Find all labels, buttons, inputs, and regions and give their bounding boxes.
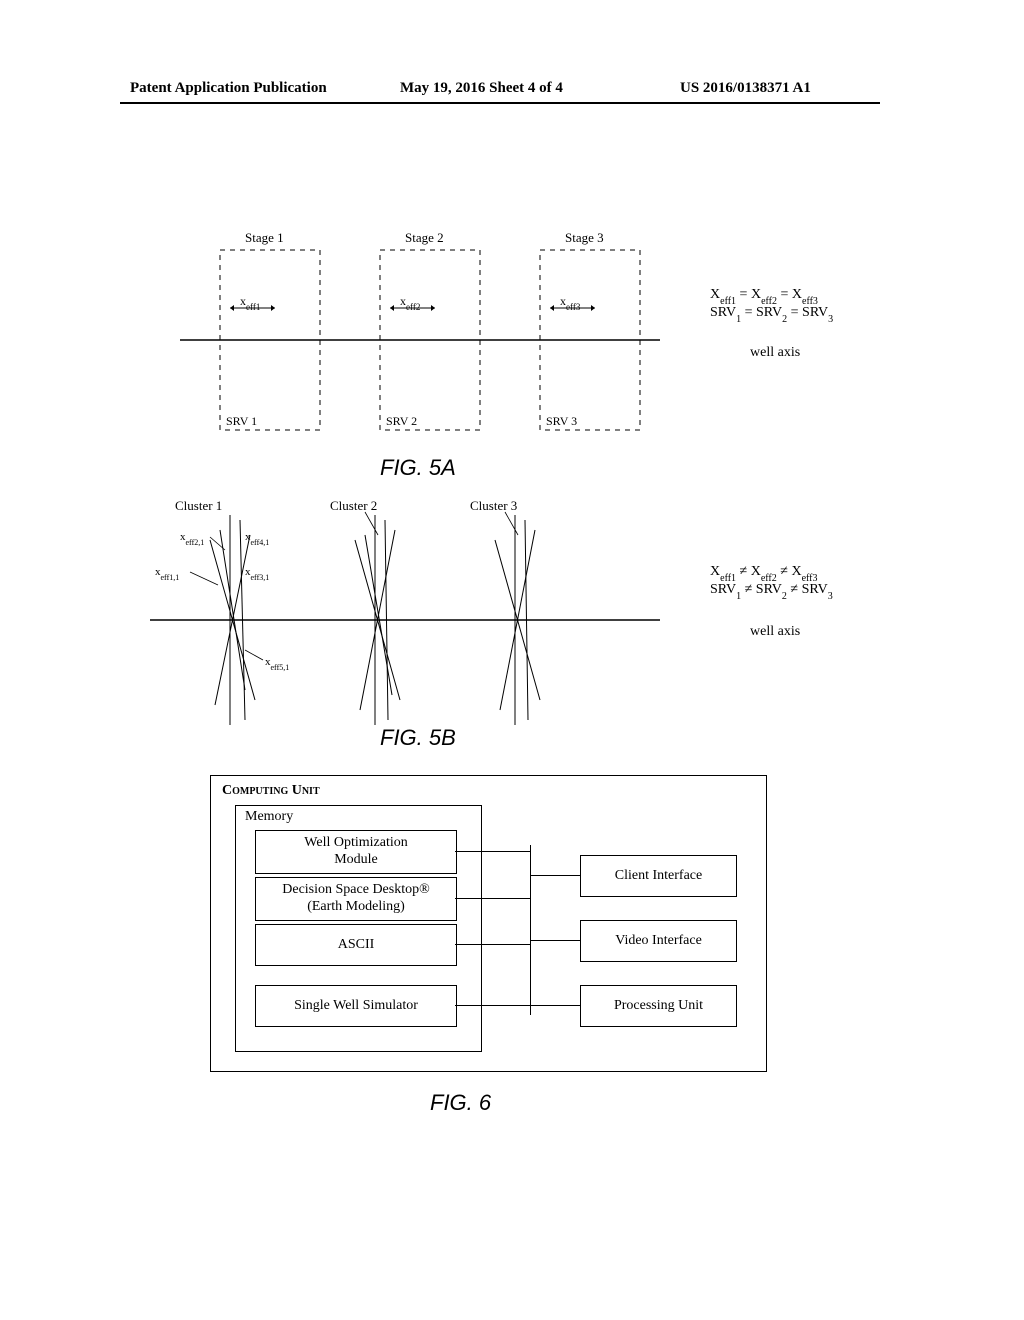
header-mid: May 19, 2016 Sheet 4 of 4 — [400, 80, 563, 97]
single-well-label: Single Well Simulator — [294, 998, 418, 1015]
xeff31: xeff3,1 — [245, 566, 269, 582]
video-if-box: Video Interface — [580, 920, 737, 962]
well-opt-box: Well OptimizationModule — [255, 830, 457, 874]
conn-clientif — [530, 875, 580, 876]
xeff41: xeff4,1 — [245, 531, 269, 547]
header-right: US 2016/0138371 A1 — [680, 80, 811, 97]
fig6-caption: FIG. 6 — [430, 1090, 491, 1116]
stage1-label: Stage 1 — [245, 230, 284, 245]
stage2-label: Stage 2 — [405, 230, 444, 245]
well-opt-label: Well OptimizationModule — [304, 835, 407, 869]
fig5a-eq1: Xeff1 = Xeff2 = Xeff3 — [710, 287, 818, 307]
fig5b-eq2: SRV1 ≠ SRV2 ≠ SRV3 — [710, 582, 833, 602]
ascii-label: ASCII — [338, 937, 375, 954]
conn-singlewell — [455, 1005, 530, 1006]
srv3-label: SRV 3 — [546, 414, 577, 428]
conn-ascii — [455, 944, 530, 945]
client-if-box: Client Interface — [580, 855, 737, 897]
proc-unit-label: Processing Unit — [614, 998, 703, 1015]
conn-decspace — [455, 898, 530, 899]
fig5a-svg: Stage 1 Stage 2 Stage 3 xeff1 xeff2 xeff… — [180, 230, 880, 460]
ascii-box: ASCII — [255, 924, 457, 966]
decision-space-label: Decision Space Desktop®(Earth Modeling) — [282, 882, 430, 916]
memory-title: Memory — [245, 809, 293, 825]
fig5b-svg: Cluster 1 Cluster 2 Cluster 3 xeff1,1 xe… — [150, 490, 880, 730]
single-well-box: Single Well Simulator — [255, 985, 457, 1027]
fig6-area: Computing Unit Memory Well OptimizationM… — [210, 775, 770, 1075]
srv1-label: SRV 1 — [226, 414, 257, 428]
xeff3-label: xeff3 — [560, 294, 581, 312]
conn-wellopt — [455, 851, 530, 852]
fig5a-eq2: SRV1 = SRV2 = SRV3 — [710, 305, 833, 325]
cluster2-label: Cluster 2 — [330, 498, 377, 513]
fig5b-caption: FIG. 5B — [380, 725, 456, 751]
conn-procunit — [530, 1005, 580, 1006]
fig5b-eq1: Xeff1 ≠ Xeff2 ≠ Xeff3 — [710, 564, 817, 584]
xeff11: xeff1,1 — [155, 566, 179, 582]
xeff21: xeff2,1 — [180, 531, 204, 547]
conn-videoif — [530, 940, 580, 941]
srv2-label: SRV 2 — [386, 414, 417, 428]
decision-space-box: Decision Space Desktop®(Earth Modeling) — [255, 877, 457, 921]
stage3-label: Stage 3 — [565, 230, 604, 245]
client-if-label: Client Interface — [615, 868, 702, 885]
fig5b-wellaxis: well axis — [750, 624, 800, 639]
xeff2-label: xeff2 — [400, 294, 420, 312]
video-if-label: Video Interface — [615, 933, 702, 950]
fig5a-wellaxis: well axis — [750, 345, 800, 360]
header-rule — [120, 102, 880, 104]
proc-unit-box: Processing Unit — [580, 985, 737, 1027]
cluster1-label: Cluster 1 — [175, 498, 222, 513]
cluster3-label: Cluster 3 — [470, 498, 517, 513]
page-header: Patent Application Publication May 19, 2… — [0, 80, 1024, 110]
fig5a-caption: FIG. 5A — [380, 455, 456, 481]
bus-vertical — [530, 845, 531, 1015]
xeff1-label: xeff1 — [240, 294, 260, 312]
xeff51: xeff5,1 — [265, 656, 289, 672]
computing-unit-title: Computing Unit — [222, 783, 320, 799]
header-left: Patent Application Publication — [130, 80, 327, 97]
